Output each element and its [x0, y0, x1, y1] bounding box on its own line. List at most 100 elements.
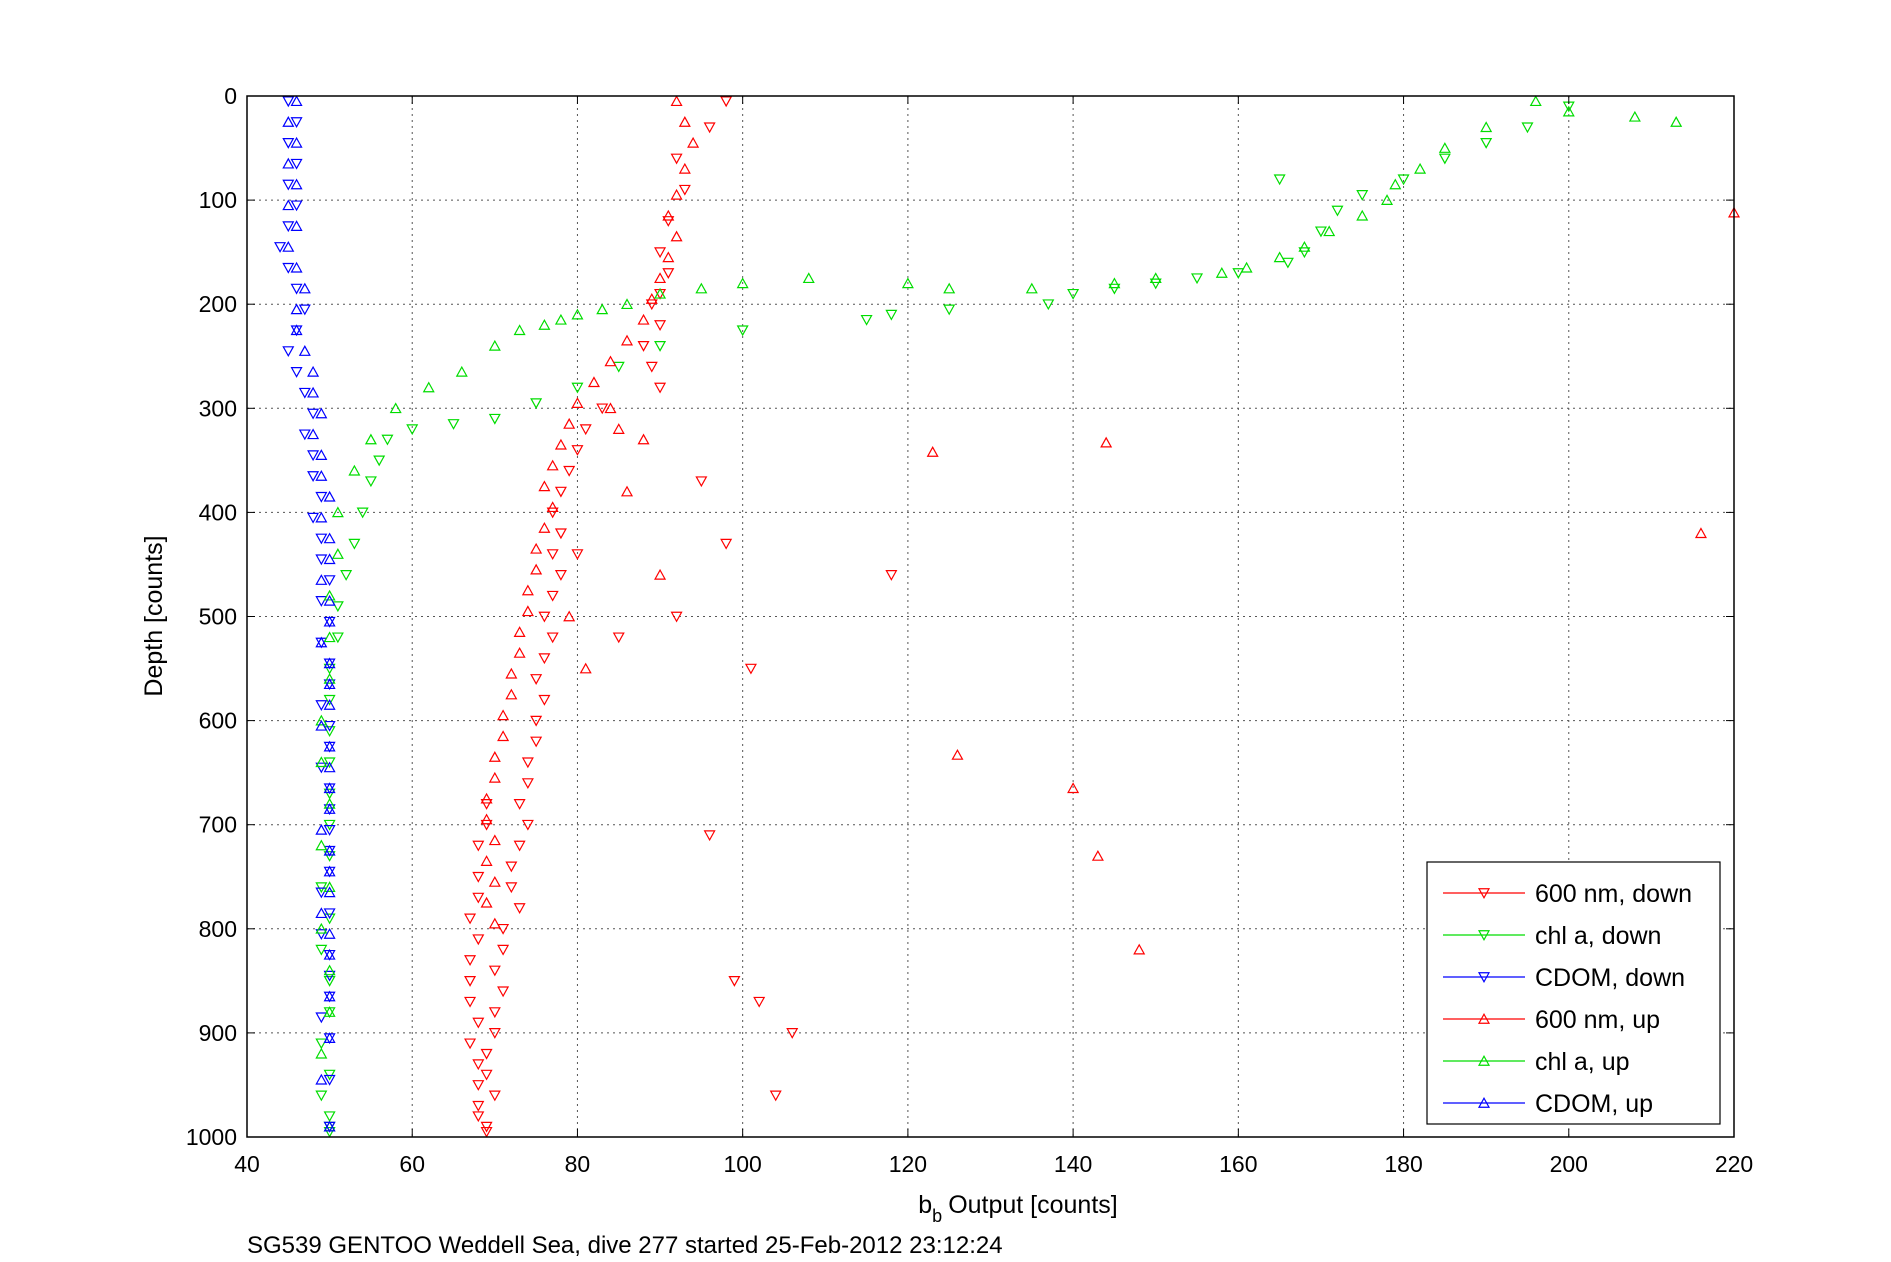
data-point — [802, 272, 815, 284]
data-point — [1273, 174, 1286, 186]
legend-label: 600 nm, up — [1535, 1006, 1660, 1034]
data-point — [331, 601, 344, 613]
data-point — [282, 240, 295, 252]
data-point — [315, 1038, 328, 1050]
data-point — [563, 610, 576, 622]
legend-marker — [1477, 1097, 1491, 1108]
data-point — [488, 771, 501, 783]
data-point — [1067, 782, 1080, 794]
data-point — [323, 797, 336, 809]
data-point — [488, 1028, 501, 1039]
data-point — [315, 1047, 328, 1059]
data-point — [282, 199, 295, 211]
data-point — [373, 455, 386, 467]
data-point — [1694, 527, 1707, 539]
x-tick-label: 140 — [1054, 1151, 1092, 1177]
data-point — [703, 122, 716, 134]
data-point — [323, 631, 336, 643]
data-point — [315, 511, 328, 523]
data-point — [315, 533, 328, 545]
legend-marker — [1477, 1013, 1491, 1024]
data-point — [315, 907, 328, 919]
data-point — [282, 221, 295, 233]
data-point — [323, 672, 336, 684]
data-point — [860, 314, 873, 326]
data-point — [1191, 273, 1204, 285]
x-tick-label: 120 — [889, 1151, 927, 1177]
data-point — [290, 117, 303, 129]
data-point — [323, 928, 336, 939]
data-point — [315, 1090, 328, 1102]
data-point — [455, 365, 468, 377]
data-point — [307, 450, 320, 462]
data-point — [505, 688, 518, 700]
data-point — [315, 823, 328, 835]
data-point — [1438, 142, 1451, 153]
data-point — [348, 464, 361, 476]
data-point — [464, 913, 477, 925]
data-point — [1298, 240, 1311, 252]
data-point — [546, 507, 559, 519]
data-point — [1232, 268, 1245, 279]
data-point — [282, 157, 295, 169]
data-point — [753, 996, 766, 1008]
data-point — [307, 408, 320, 420]
data-point — [472, 934, 485, 946]
data-point — [480, 1048, 493, 1060]
footnote: SG539 GENTOO Weddell Sea, dive 277 start… — [247, 1232, 1003, 1259]
data-point — [488, 751, 501, 762]
data-point — [678, 184, 691, 196]
data-point — [744, 663, 757, 675]
data-point — [530, 563, 543, 575]
data-point — [331, 506, 344, 518]
data-point — [604, 402, 617, 414]
data-point — [323, 1074, 336, 1086]
data-point — [298, 304, 311, 316]
legend-marker — [1477, 972, 1491, 983]
data-point — [307, 428, 320, 440]
data-point — [728, 975, 741, 987]
data-point — [645, 293, 658, 304]
data-series — [274, 95, 1741, 1138]
data-point — [1149, 278, 1162, 290]
data-point — [530, 674, 543, 685]
data-point — [521, 757, 534, 769]
data-point — [290, 261, 303, 273]
data-point — [662, 268, 675, 279]
data-point — [307, 386, 320, 398]
data-point — [620, 298, 634, 310]
data-point — [497, 986, 510, 998]
data-point — [521, 819, 534, 831]
data-point — [315, 700, 328, 711]
legend-entry: 600 nm, up — [1443, 1006, 1660, 1034]
data-point — [1240, 261, 1253, 273]
data-point — [323, 553, 336, 565]
data-point — [315, 636, 328, 648]
data-point — [323, 825, 336, 836]
legend-entry: CDOM, up — [1443, 1090, 1653, 1118]
series-4 — [315, 95, 1683, 1132]
data-point — [530, 715, 543, 727]
data-point — [315, 596, 328, 607]
data-point — [505, 667, 518, 679]
data-point — [563, 417, 576, 429]
data-point — [323, 886, 336, 898]
data-point — [472, 892, 485, 904]
data-point — [480, 896, 493, 908]
data-point — [620, 334, 634, 346]
data-point — [579, 424, 592, 436]
data-point — [307, 512, 320, 524]
legend-entry: chl a, down — [1443, 922, 1661, 950]
data-point — [654, 568, 667, 580]
data-point — [943, 304, 956, 316]
series-5 — [282, 95, 336, 1132]
data-point — [290, 303, 303, 315]
data-point — [513, 799, 526, 810]
data-point — [703, 830, 716, 842]
data-point — [497, 730, 510, 742]
data-point — [546, 549, 559, 561]
data-point — [290, 136, 303, 148]
x-axis-label-subscript: b — [932, 1206, 942, 1226]
data-point — [1670, 116, 1683, 127]
data-point — [1323, 225, 1336, 237]
